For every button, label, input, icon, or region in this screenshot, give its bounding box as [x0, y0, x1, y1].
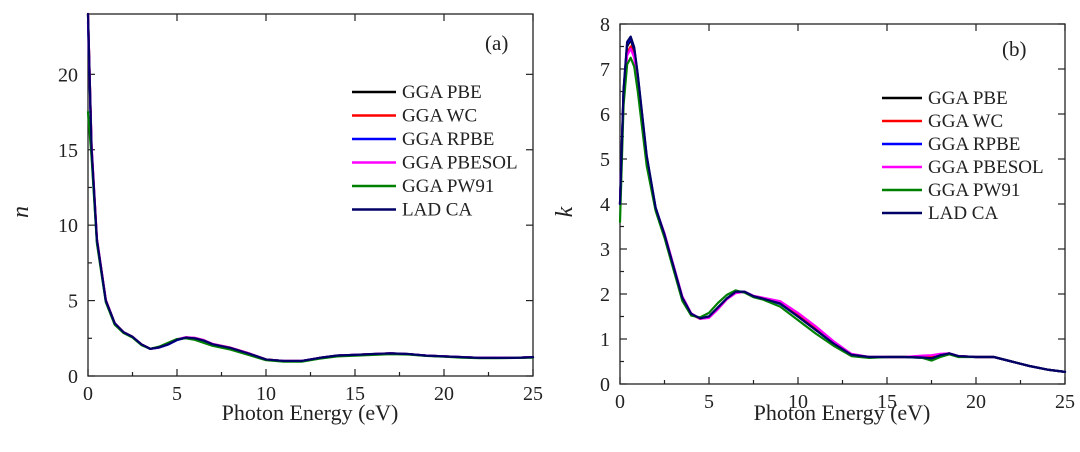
panel-b-series-lad-ca [618, 35, 1067, 373]
panel-b-x-tick-label: 10 [788, 391, 808, 413]
panel-b-y-tick-label: 3 [600, 239, 610, 261]
panel-b-frame [619, 23, 1066, 385]
panel-b-y-tick-label: 5 [600, 149, 610, 171]
panel-a-y-tick-label: 10 [58, 215, 78, 237]
panel-a-y-tick-label: 15 [58, 140, 78, 162]
panel-a-x-tick-label: 15 [345, 383, 365, 405]
panel-b-y-tick-label: 1 [600, 329, 610, 351]
panel-b-y-tick-label: 8 [600, 14, 610, 36]
panel-b-y-tick-label: 7 [600, 59, 610, 81]
panel-a-label: (a) [485, 31, 508, 55]
panel-b-legend-label: GGA PBESOL [928, 157, 1044, 178]
panel-b-legend-label: GGA PW91 [928, 180, 1020, 201]
panel-a-y-tick-label: 5 [68, 291, 78, 313]
panel-b-legend-label: GGA RPBE [928, 134, 1020, 155]
panel-a-legend-label: GGA PW91 [402, 176, 494, 197]
panel-a-legend-label: GGA WC [402, 106, 477, 127]
panel-b-legend-label: LAD CA [928, 203, 998, 224]
panel-b-y-tick-label: 2 [600, 284, 610, 306]
panel-b-x-tick-label: 15 [877, 391, 897, 413]
panel-b-y-tick-label: 4 [600, 194, 610, 216]
panel-b-x-tick-label: 20 [966, 391, 986, 413]
panel-a-y-tick-label: 20 [58, 64, 78, 86]
panel-a-legend-label: GGA PBESOL [402, 153, 518, 174]
panel-b-x-tick-label: 5 [704, 391, 714, 413]
panel-a-legend-label: GGA PBE [402, 82, 482, 103]
panel-a-x-tick-label: 20 [434, 383, 454, 405]
panel-b-legend-label: GGA WC [928, 111, 1003, 132]
panel-a-legend-label: GGA RPBE [402, 129, 494, 150]
panel-b-x-tick-label: 25 [1055, 391, 1075, 413]
panel-a-series-lad-ca [86, 12, 535, 363]
panel-b-legend-label: GGA PBE [928, 88, 1008, 109]
panel-a-x-tick-label: 10 [256, 383, 276, 405]
panel-a-legend-label: LAD CA [402, 200, 472, 221]
panel-a-x-tick-label: 25 [523, 383, 543, 405]
panel-b-x-tick-label: 0 [615, 391, 625, 413]
panel-b-y-tick-label: 6 [600, 104, 610, 126]
panel-b-y-axis-title: k [552, 206, 578, 217]
panel-a-x-axis-title: Photon Energy (eV) [222, 400, 399, 425]
panel-a-x-tick-label: 0 [83, 383, 93, 405]
panel-b-y-tick-label: 0 [600, 374, 610, 396]
panel-a-y-tick-label: 0 [68, 366, 78, 388]
panel-b-x-axis-title: Photon Energy (eV) [754, 400, 931, 425]
panel-b-label: (b) [1002, 37, 1027, 61]
panel-a-x-tick-label: 5 [172, 383, 182, 405]
panel-a-y-axis-title: n [8, 206, 34, 218]
